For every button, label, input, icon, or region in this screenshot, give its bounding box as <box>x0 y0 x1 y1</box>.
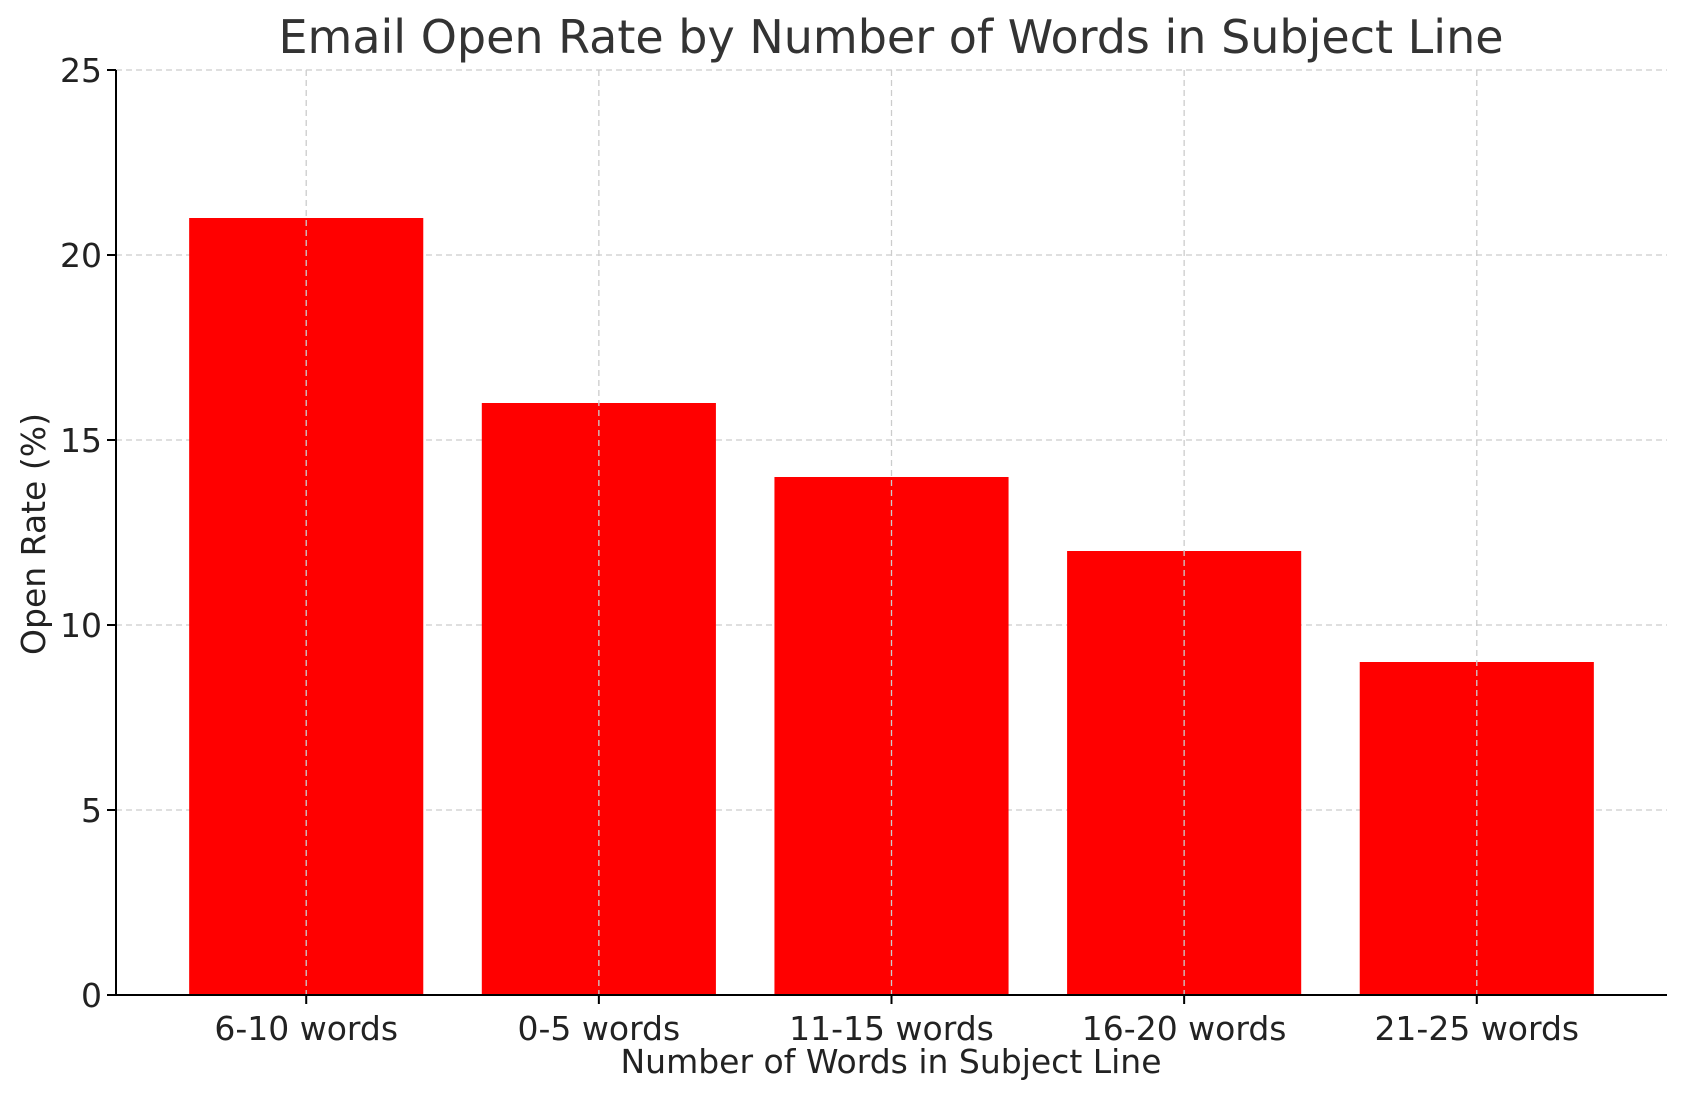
vertical-grid-lines <box>305 70 1478 995</box>
y-tick-label: 10 <box>60 606 102 645</box>
chart-title: Email Open Rate by Number of Words in Su… <box>278 10 1503 64</box>
y-tick-label: 15 <box>60 421 102 460</box>
y-tick-label: 5 <box>81 791 102 830</box>
x-tick-label: 0-5 words <box>518 1009 681 1048</box>
x-axis-ticks: 6-10 words 0-5 words 11-15 words 16-20 word… <box>214 995 1579 1048</box>
x-tick-label: 11-15 words <box>789 1009 994 1048</box>
y-tick-label: 0 <box>81 976 102 1015</box>
y-axis-label: Open Rate (%) <box>14 413 53 655</box>
bar <box>1359 662 1594 995</box>
x-tick-label: 16-20 words <box>1082 1009 1287 1048</box>
y-tick-label: 20 <box>60 236 102 275</box>
x-axis-label: Number of Words in Subject Line <box>620 1042 1161 1081</box>
x-tick-label: 6-10 words <box>214 1009 398 1048</box>
y-axis-ticks: 0 5 10 15 20 25 <box>60 51 116 1015</box>
x-tick-label: 21-25 words <box>1374 1009 1579 1048</box>
y-tick-label: 25 <box>60 51 102 90</box>
